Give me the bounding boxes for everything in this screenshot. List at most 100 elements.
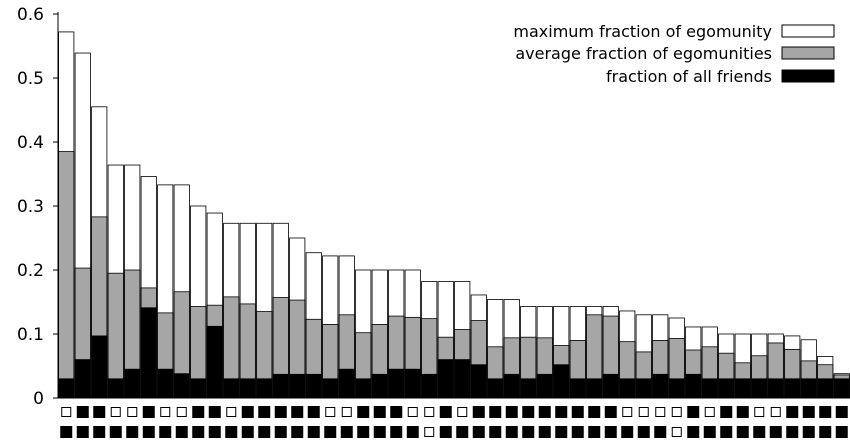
bar-fraction-of-all-friends-2 [74,359,91,399]
marker-row-1-17 [325,407,336,417]
bar-fraction-of-all-friends-39 [685,373,702,399]
marker-row-2-38 [671,427,682,437]
marker-row-1-36 [638,407,649,417]
y-axis: 0 0.1 0.2 0.3 0.4 0.5 0.6 [17,5,850,409]
marker-row-1-30 [538,406,551,418]
marker-row-2-18 [340,426,353,438]
marker-row-1-35 [622,407,633,417]
marker-row-1-34 [604,406,617,418]
bar-fraction-of-all-friends-19 [355,378,372,399]
marker-row-1-8 [176,407,187,417]
marker-row-2-25 [456,426,469,438]
marker-row-2-13 [258,426,271,438]
marker-row-1-48 [835,406,848,418]
marker-row-1-14 [274,406,287,418]
bar-fraction-of-all-friends-29 [520,378,537,399]
bar-fraction-of-all-friends-35 [619,378,636,399]
bar-fraction-of-all-friends-10 [206,325,223,399]
bar-fraction-of-all-friends-18 [338,368,355,399]
marker-row-1-18 [341,407,352,417]
marker-row-1-40 [704,407,715,417]
marker-row-1-4 [110,407,121,417]
bar-fraction-of-all-friends-28 [503,373,520,399]
marker-row-2-6 [142,426,155,438]
marker-row-2-30 [538,426,551,438]
bar-fraction-of-all-friends-37 [652,373,669,399]
bar-fraction-of-all-friends-43 [751,378,768,399]
marker-row-2-45 [786,426,799,438]
marker-row-2-44 [769,426,782,438]
marker-row-1-15 [291,406,304,418]
marker-row-1-25 [457,407,468,417]
marker-row-1-47 [819,406,832,418]
marker-row-2-5 [126,426,139,438]
marker-row-1-21 [390,406,403,418]
bar-fraction-of-all-friends-36 [635,378,652,399]
bar-fraction-of-all-friends-3 [91,335,108,399]
marker-row-2-32 [571,426,584,438]
marker-row-1-27 [489,406,502,418]
marker-row-1-43 [754,407,765,417]
y-tick-label: 0 [33,389,44,409]
marker-row-1-37 [655,407,666,417]
bar-fraction-of-all-friends-42 [734,378,751,399]
marker-row-1-5 [127,407,138,417]
marker-row-2-21 [390,426,403,438]
marker-row-2-33 [588,426,601,438]
bar-fraction-of-all-friends-11 [223,378,240,399]
bar-fraction-of-all-friends-44 [767,378,784,399]
marker-row-2-46 [802,426,815,438]
legend: maximum fraction of egomunity average fra… [513,22,835,86]
legend-label-maximum-fraction-of-egomunity: maximum fraction of egomunity [513,22,772,41]
marker-row-1-33 [588,406,601,418]
legend-swatch-maximum-fraction-of-egomunity [781,24,835,38]
marker-row-2-1 [60,426,73,438]
marker-row-1-1 [61,407,72,417]
marker-row-2-41 [720,426,733,438]
bar-fraction-of-all-friends-1 [58,378,75,399]
bar-fraction-of-all-friends-4 [107,378,124,399]
bar-fraction-of-all-friends-32 [569,378,586,399]
marker-row-1-7 [160,407,171,417]
bar-fraction-of-all-friends-20 [371,373,388,399]
bar-fraction-of-all-friends-24 [437,359,454,399]
marker-row-1-2 [76,406,89,418]
marker-row-2-12 [241,426,254,438]
marker-row-2-27 [489,426,502,438]
bar-fraction-of-all-friends-38 [668,378,685,399]
marker-row-2-24 [439,426,452,438]
bar-fraction-of-all-friends-30 [536,373,553,399]
marker-row-2-42 [736,426,749,438]
marker-row-1-28 [505,406,518,418]
marker-row-2-7 [159,426,172,438]
marker-row-2-43 [753,426,766,438]
bar-fraction-of-all-friends-22 [404,368,421,399]
bar-fraction-of-all-friends-8 [173,373,190,399]
bar-fraction-of-all-friends-21 [388,368,405,399]
bar-fraction-of-all-friends-5 [124,368,141,399]
marker-row-2-22 [406,426,419,438]
marker-row-1-3 [93,406,106,418]
marker-row-2-2 [76,426,89,438]
marker-row-1-16 [307,406,320,418]
bar-fraction-of-all-friends-34 [602,373,619,399]
legend-swatch-average-fraction-of-egomunities [781,46,835,60]
marker-row-2-9 [192,426,205,438]
bar-fraction-of-all-friends-12 [239,378,256,399]
marker-row-1-29 [522,406,535,418]
marker-row-2-11 [225,426,238,438]
bar-fraction-of-all-friends-17 [322,378,339,399]
marker-row-1-41 [720,406,733,418]
marker-row-2-47 [819,426,832,438]
y-tick-label: 0.5 [17,69,44,89]
marker-row-2-35 [621,426,634,438]
marker-row-1-45 [786,406,799,418]
bar-fraction-of-all-friends-15 [289,373,306,399]
bar-average-fraction-of-egomunities-1 [58,151,75,399]
marker-row-1-10 [208,406,221,418]
marker-row-2-17 [324,426,337,438]
bars-layer [58,31,850,399]
legend-label-average-fraction-of-egomunities: average fraction of egomunities [515,44,772,63]
marker-row-1-32 [571,406,584,418]
bar-fraction-of-all-friends-41 [718,378,735,399]
